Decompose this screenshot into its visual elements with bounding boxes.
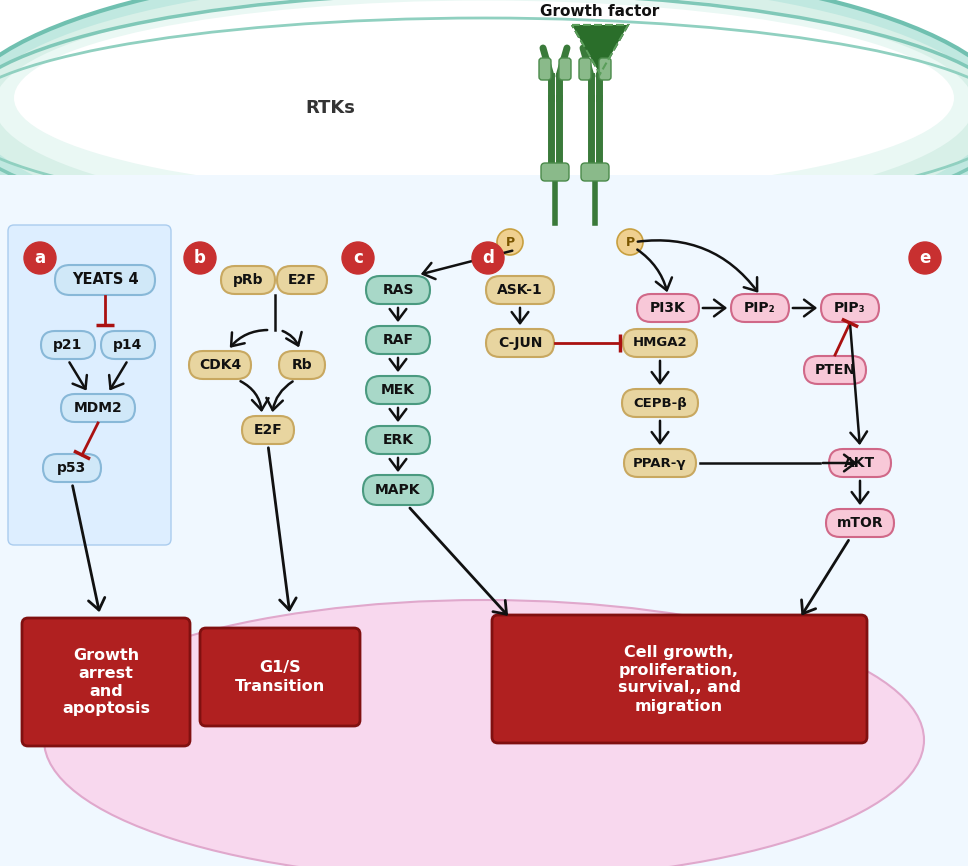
FancyBboxPatch shape — [579, 58, 591, 80]
Text: PPAR-γ: PPAR-γ — [633, 456, 686, 469]
Circle shape — [24, 242, 56, 274]
FancyBboxPatch shape — [43, 454, 101, 482]
Text: p53: p53 — [57, 461, 86, 475]
FancyBboxPatch shape — [541, 163, 569, 181]
Text: MAPK: MAPK — [376, 483, 421, 497]
Text: b: b — [194, 249, 206, 267]
FancyBboxPatch shape — [4, 216, 177, 544]
Text: e: e — [920, 249, 930, 267]
Text: MDM2: MDM2 — [74, 401, 122, 415]
FancyBboxPatch shape — [804, 356, 866, 384]
Text: a: a — [35, 249, 45, 267]
FancyBboxPatch shape — [731, 294, 789, 322]
Text: HMGA2: HMGA2 — [633, 337, 687, 350]
Text: C-JUN: C-JUN — [498, 336, 542, 350]
Text: ERK: ERK — [382, 433, 413, 447]
Circle shape — [497, 229, 523, 255]
Text: RAF: RAF — [382, 333, 413, 347]
Text: c: c — [353, 249, 363, 267]
FancyBboxPatch shape — [189, 351, 251, 379]
Text: AKT: AKT — [844, 456, 876, 470]
FancyBboxPatch shape — [0, 175, 968, 866]
Text: RAS: RAS — [382, 283, 413, 297]
FancyBboxPatch shape — [366, 376, 430, 404]
FancyBboxPatch shape — [242, 416, 294, 444]
FancyBboxPatch shape — [366, 276, 430, 304]
Text: CDK4: CDK4 — [198, 358, 241, 372]
Polygon shape — [572, 25, 628, 74]
Circle shape — [184, 242, 216, 274]
Ellipse shape — [0, 0, 968, 273]
Text: PIP₂: PIP₂ — [744, 301, 775, 315]
FancyBboxPatch shape — [826, 509, 894, 537]
FancyBboxPatch shape — [486, 276, 554, 304]
Ellipse shape — [0, 0, 968, 220]
FancyBboxPatch shape — [486, 329, 554, 357]
FancyBboxPatch shape — [637, 294, 699, 322]
FancyBboxPatch shape — [623, 329, 697, 357]
FancyBboxPatch shape — [581, 163, 609, 181]
Text: P: P — [505, 236, 515, 249]
Text: MEK: MEK — [381, 383, 415, 397]
Text: PTEN: PTEN — [814, 363, 856, 377]
Text: YEATS 4: YEATS 4 — [72, 273, 138, 288]
Text: Rb: Rb — [291, 358, 313, 372]
FancyBboxPatch shape — [821, 294, 879, 322]
Text: Growth factor: Growth factor — [540, 4, 659, 20]
FancyBboxPatch shape — [279, 351, 325, 379]
FancyBboxPatch shape — [200, 628, 360, 726]
Text: PI3K: PI3K — [650, 301, 686, 315]
FancyBboxPatch shape — [366, 426, 430, 454]
Circle shape — [472, 242, 504, 274]
Ellipse shape — [0, 0, 968, 247]
FancyBboxPatch shape — [622, 389, 698, 417]
Text: Cell growth,
proliferation,
survival,, and
migration: Cell growth, proliferation, survival,, a… — [618, 644, 741, 714]
Circle shape — [909, 242, 941, 274]
FancyBboxPatch shape — [599, 58, 611, 80]
Text: d: d — [482, 249, 494, 267]
Text: PIP₃: PIP₃ — [834, 301, 865, 315]
FancyBboxPatch shape — [55, 265, 155, 295]
Ellipse shape — [44, 600, 924, 866]
Text: ASK-1: ASK-1 — [498, 283, 543, 297]
Text: Growth
arrest
and
apoptosis: Growth arrest and apoptosis — [62, 648, 150, 716]
Text: p21: p21 — [53, 338, 82, 352]
Text: pRb: pRb — [232, 273, 263, 287]
Text: E2F: E2F — [287, 273, 317, 287]
Ellipse shape — [44, 600, 924, 866]
FancyBboxPatch shape — [22, 618, 190, 746]
Circle shape — [342, 242, 374, 274]
FancyBboxPatch shape — [221, 266, 275, 294]
FancyBboxPatch shape — [101, 331, 155, 359]
FancyBboxPatch shape — [829, 449, 891, 477]
Circle shape — [617, 229, 643, 255]
Text: CEPB-β: CEPB-β — [633, 397, 687, 410]
FancyBboxPatch shape — [539, 58, 551, 80]
FancyBboxPatch shape — [363, 475, 433, 505]
Text: RTKs: RTKs — [305, 99, 355, 117]
Text: P: P — [625, 236, 635, 249]
FancyBboxPatch shape — [492, 615, 867, 743]
FancyBboxPatch shape — [624, 449, 696, 477]
Text: E2F: E2F — [254, 423, 283, 437]
FancyBboxPatch shape — [0, 175, 968, 866]
FancyBboxPatch shape — [8, 225, 171, 545]
FancyBboxPatch shape — [41, 331, 95, 359]
Text: p14: p14 — [113, 338, 142, 352]
FancyBboxPatch shape — [366, 326, 430, 354]
Text: G1/S
Transition: G1/S Transition — [235, 660, 325, 694]
Text: mTOR: mTOR — [836, 516, 884, 530]
FancyBboxPatch shape — [277, 266, 327, 294]
FancyBboxPatch shape — [61, 394, 135, 422]
FancyBboxPatch shape — [559, 58, 571, 80]
Ellipse shape — [14, 1, 954, 196]
